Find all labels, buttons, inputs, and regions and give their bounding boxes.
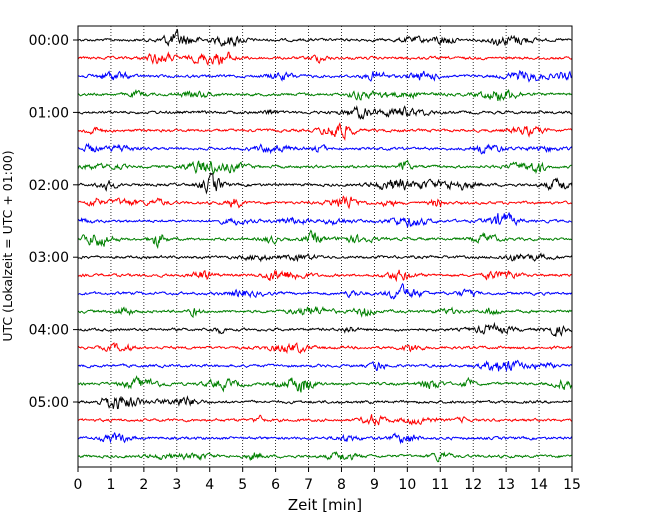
x-tick-label: 4: [205, 477, 214, 493]
y-tick-label: 03:00: [29, 250, 69, 266]
trace-row-15: [77, 305, 573, 319]
trace-row-4: [77, 105, 573, 120]
trace-row-6: [77, 142, 573, 155]
x-tick-label: 13: [497, 477, 515, 493]
trace-row-1: [77, 51, 573, 66]
trace-row-20: [77, 395, 573, 410]
y-axis-ticks: 00:00 01:00 02:00 03:00 04:00 05:00: [29, 33, 78, 411]
trace-row-18: [77, 359, 573, 373]
x-tick-label: 15: [563, 477, 581, 493]
y-tick-label: 00:00: [29, 33, 69, 49]
x-axis-ticks: 0 1 2 3 4 5 6 7 8 9 10 11 12 13 14 15: [74, 467, 581, 493]
trace-row-23: [77, 451, 573, 463]
x-tick-label: 10: [398, 477, 416, 493]
x-tick-label: 6: [271, 477, 280, 493]
trace-row-14: [77, 282, 573, 300]
trace-row-21: [77, 414, 573, 427]
trace-row-9: [78, 195, 573, 210]
x-tick-label: 2: [139, 477, 148, 493]
trace-row-16: [77, 321, 573, 337]
x-tick-label: 5: [238, 477, 247, 493]
x-axis-label: Zeit [min]: [288, 496, 362, 514]
trace-row-2: [77, 69, 573, 83]
trace-row-10: [77, 212, 573, 228]
seismic-traces: [77, 28, 573, 463]
trace-row-7: [77, 159, 573, 175]
x-tick-label: 8: [337, 477, 346, 493]
trace-row-5: [77, 122, 573, 142]
trace-row-0: [77, 28, 573, 48]
x-tick-label: 0: [74, 477, 83, 493]
trace-row-13: [77, 269, 573, 283]
trace-row-8: [77, 172, 573, 195]
x-tick-label: 12: [464, 477, 482, 493]
x-tick-label: 3: [172, 477, 181, 493]
y-tick-label: 04:00: [29, 323, 69, 339]
trace-row-11: [77, 229, 573, 250]
trace-row-3: [77, 88, 573, 102]
x-tick-label: 7: [304, 477, 313, 493]
plot-frame: [77, 25, 573, 468]
trace-row-12: [77, 252, 573, 263]
x-tick-label: 14: [530, 477, 548, 493]
x-tick-label: 9: [370, 477, 379, 493]
y-axis-label: UTC (Lokalzeit = UTC + 01:00): [0, 150, 15, 341]
y-tick-label: 01:00: [29, 105, 69, 121]
trace-row-17: [77, 342, 573, 355]
trace-row-19: [77, 375, 573, 393]
y-tick-label: 05:00: [29, 395, 69, 411]
trace-row-22: [78, 431, 573, 445]
y-tick-label: 02:00: [29, 178, 69, 194]
x-tick-label: 11: [431, 477, 449, 493]
x-tick-label: 1: [106, 477, 115, 493]
